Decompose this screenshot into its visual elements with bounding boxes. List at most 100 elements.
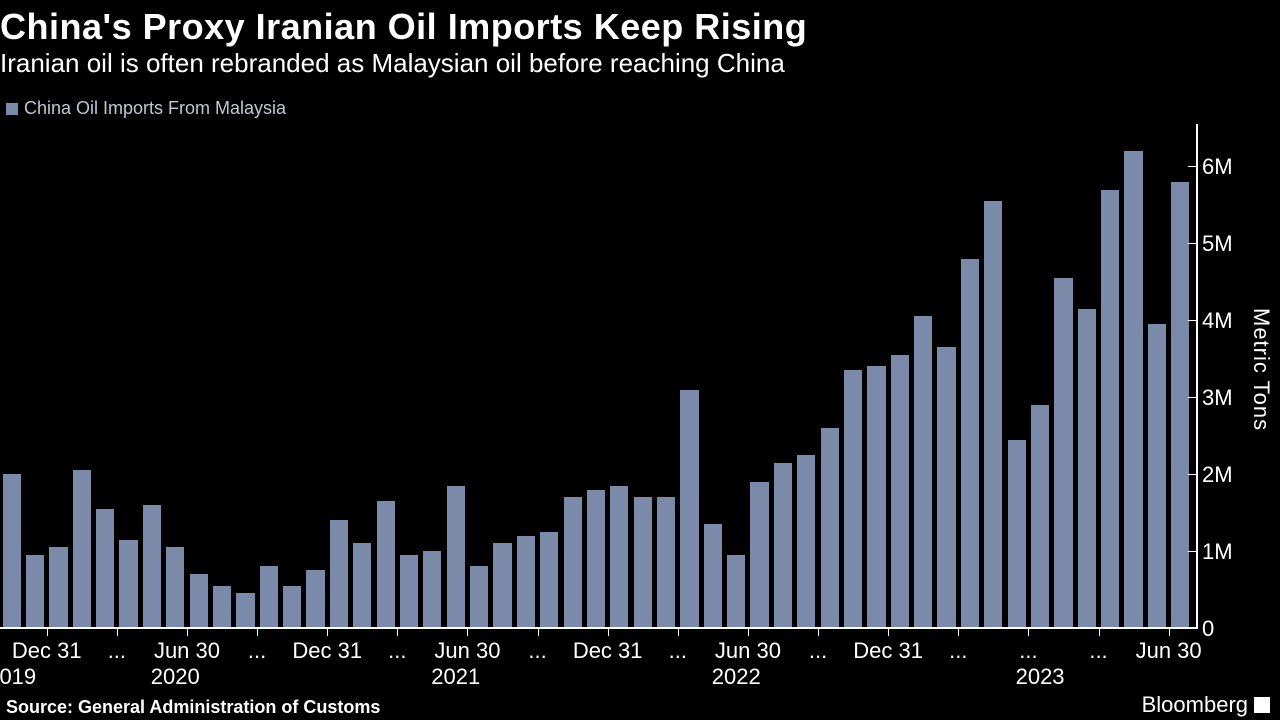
bar <box>1148 324 1166 628</box>
y-tick <box>1188 243 1196 244</box>
x-tick-label: ... <box>918 638 998 664</box>
x-tick <box>397 628 398 636</box>
bar <box>377 501 395 628</box>
x-tick <box>467 628 468 636</box>
bar <box>1054 278 1072 628</box>
bar <box>1008 440 1026 628</box>
bar <box>634 497 652 628</box>
legend: China Oil Imports From Malaysia <box>6 98 286 119</box>
y-tick-label: 1M <box>1202 539 1233 565</box>
x-tick-label: ... <box>988 638 1068 664</box>
bar <box>400 555 418 628</box>
bar <box>423 551 441 628</box>
bar <box>727 555 745 628</box>
x-tick <box>327 628 328 636</box>
x-tick <box>1028 628 1029 636</box>
bar <box>657 497 675 628</box>
bar <box>447 486 465 628</box>
chart-root: China's Proxy Iranian Oil Imports Keep R… <box>0 0 1280 720</box>
bar <box>774 463 792 628</box>
bar <box>143 505 161 628</box>
bar <box>821 428 839 628</box>
y-tick-label: 6M <box>1202 154 1233 180</box>
bar <box>49 547 67 628</box>
bar <box>517 536 535 628</box>
x-tick <box>748 628 749 636</box>
bar <box>1124 151 1142 628</box>
y-tick-label: 2M <box>1202 462 1233 488</box>
bar <box>306 570 324 628</box>
chart-subtitle: Iranian oil is often rebranded as Malays… <box>0 48 785 79</box>
x-tick-label: Dec 31 <box>568 638 648 664</box>
x-tick-label: ... <box>77 638 157 664</box>
bar <box>540 532 558 628</box>
legend-label: China Oil Imports From Malaysia <box>24 98 286 119</box>
bar <box>3 474 21 628</box>
x-tick-label: Jun 30 <box>1129 638 1209 664</box>
bar <box>914 316 932 628</box>
y-tick-label: 3M <box>1202 385 1233 411</box>
x-tick <box>187 628 188 636</box>
source-text: Source: General Administration of Custom… <box>6 697 380 718</box>
bar <box>73 470 91 628</box>
x-tick-label: ... <box>1059 638 1139 664</box>
y-tick <box>1188 320 1196 321</box>
bar <box>493 543 511 628</box>
brand-text: Bloomberg <box>1142 692 1248 718</box>
x-tick-label: Dec 31 <box>287 638 367 664</box>
chart-title: China's Proxy Iranian Oil Imports Keep R… <box>0 6 807 48</box>
bar <box>587 490 605 628</box>
x-tick-label: ... <box>638 638 718 664</box>
bar <box>1101 190 1119 628</box>
x-tick <box>47 628 48 636</box>
bar <box>867 366 885 628</box>
bar <box>610 486 628 628</box>
y-tick <box>1188 628 1196 629</box>
bar <box>844 370 862 628</box>
x-tick <box>608 628 609 636</box>
x-tick <box>117 628 118 636</box>
x-axis-line <box>0 627 1198 629</box>
bar <box>470 566 488 628</box>
x-tick <box>888 628 889 636</box>
y-axis-title: Metric Tons <box>1248 308 1274 431</box>
x-tick-label: ... <box>217 638 297 664</box>
x-tick-label: ... <box>498 638 578 664</box>
bar <box>961 259 979 628</box>
x-tick-label: Jun 30 <box>427 638 507 664</box>
bar <box>260 566 278 628</box>
x-tick <box>1169 628 1170 636</box>
brand-icon <box>1254 697 1270 713</box>
bar <box>891 355 909 628</box>
x-year-label: 2022 <box>706 664 766 690</box>
bar <box>236 593 254 628</box>
x-year-label: 2020 <box>145 664 205 690</box>
bar <box>1078 309 1096 628</box>
bar <box>26 555 44 628</box>
bar <box>213 586 231 628</box>
bar <box>1171 182 1189 628</box>
y-tick-label: 4M <box>1202 308 1233 334</box>
bar <box>96 509 114 628</box>
x-tick-label: Jun 30 <box>708 638 788 664</box>
y-tick-label: 5M <box>1202 231 1233 257</box>
y-tick <box>1188 474 1196 475</box>
brand-label: Bloomberg <box>1142 692 1270 718</box>
x-tick <box>257 628 258 636</box>
bar <box>704 524 722 628</box>
plot-area: 01M2M3M4M5M6MMetric TonsDec 31...Jun 30.… <box>0 128 1192 628</box>
bar <box>190 574 208 628</box>
x-year-label: 2021 <box>426 664 486 690</box>
y-axis-line <box>1196 124 1198 629</box>
bar <box>330 520 348 628</box>
bar <box>283 586 301 628</box>
y-tick <box>1188 166 1196 167</box>
x-year-label: 2019 <box>0 664 42 690</box>
bar <box>166 547 184 628</box>
x-tick <box>538 628 539 636</box>
x-tick <box>958 628 959 636</box>
x-tick <box>818 628 819 636</box>
bar <box>119 540 137 628</box>
x-tick-label: Dec 31 <box>7 638 87 664</box>
x-tick-label: ... <box>357 638 437 664</box>
